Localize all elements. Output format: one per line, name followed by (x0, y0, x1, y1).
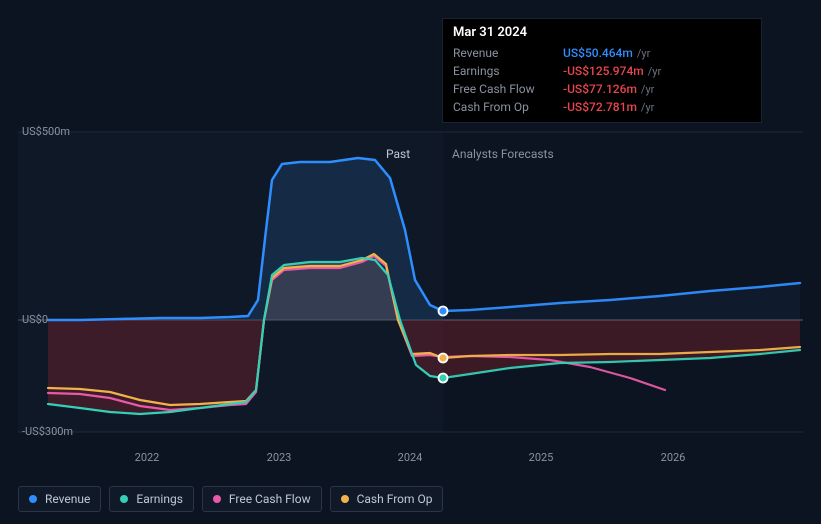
y-axis-label: US$0 (22, 313, 48, 326)
tooltip-unit: /yr (641, 83, 654, 96)
tooltip-unit: /yr (637, 47, 650, 60)
tooltip-row: Free Cash Flow-US$77.126m/yr (453, 80, 751, 98)
chart-legend: Revenue Earnings Free Cash Flow Cash From O… (18, 486, 443, 512)
tooltip-metric-value: -US$125.974m (563, 64, 644, 78)
tooltip-metric-value: US$50.464m (563, 46, 633, 60)
legend-label: Free Cash Flow (229, 492, 311, 506)
legend-dot-icon (120, 495, 128, 503)
legend-item-earnings[interactable]: Earnings (109, 486, 194, 512)
tooltip-row: RevenueUS$50.464m/yr (453, 44, 751, 62)
tooltip-unit: /yr (641, 101, 654, 114)
legend-item-cfo[interactable]: Cash From Op (330, 486, 444, 512)
x-axis-label: 2025 (529, 451, 554, 464)
tooltip-metric-label: Cash From Op (453, 100, 563, 114)
legend-dot-icon (213, 495, 221, 503)
legend-item-fcf[interactable]: Free Cash Flow (202, 486, 322, 512)
x-axis-label: 2022 (135, 451, 160, 464)
past-label: Past (386, 147, 410, 161)
legend-item-revenue[interactable]: Revenue (18, 486, 101, 512)
forecast-label: Analysts Forecasts (452, 147, 554, 161)
tooltip-metric-value: -US$77.126m (563, 82, 637, 96)
tooltip-metric-label: Revenue (453, 46, 563, 60)
legend-label: Earnings (136, 492, 183, 506)
x-axis-label: 2024 (398, 451, 423, 464)
y-axis-label: -US$300m (22, 425, 73, 438)
y-axis-label: US$500m (22, 125, 70, 138)
x-axis-label: 2023 (267, 451, 292, 464)
tooltip-metric-label: Free Cash Flow (453, 82, 563, 96)
tooltip-date: Mar 31 2024 (453, 25, 751, 44)
data-tooltip: Mar 31 2024 RevenueUS$50.464m/yrEarnings… (442, 18, 762, 123)
legend-dot-icon (341, 495, 349, 503)
tooltip-row: Cash From Op-US$72.781m/yr (453, 98, 751, 116)
tooltip-metric-value: -US$72.781m (563, 100, 637, 114)
legend-dot-icon (29, 495, 37, 503)
tooltip-row: Earnings-US$125.974m/yr (453, 62, 751, 80)
legend-label: Revenue (45, 492, 90, 506)
legend-label: Cash From Op (357, 492, 433, 506)
tooltip-metric-label: Earnings (453, 64, 563, 78)
tooltip-unit: /yr (648, 65, 661, 78)
x-axis-label: 2026 (661, 451, 686, 464)
